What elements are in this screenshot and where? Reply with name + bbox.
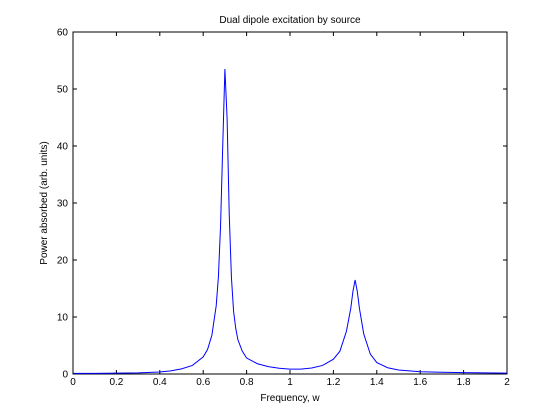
x-tick-label: 1: [287, 377, 293, 388]
y-tick-label: 50: [57, 85, 69, 96]
y-axis-label: Power absorbed (arb. units): [39, 141, 50, 264]
x-tick-label: 2: [504, 377, 510, 388]
y-tick-label: 30: [57, 199, 69, 210]
x-axis-label: Frequency, w: [260, 393, 320, 404]
y-tick-label: 60: [57, 28, 69, 39]
y-tick-label: 10: [57, 313, 69, 324]
x-tick-label: 1.6: [413, 377, 427, 388]
x-tick-label: 0: [70, 377, 76, 388]
x-tick-label: 1.8: [457, 377, 471, 388]
plot-area: [72, 31, 508, 375]
x-axis-ticks: 0 0.2 0.4 0.6 0.8 1 1.2 1.4 1.6 1.8 2: [70, 32, 510, 388]
x-tick-label: 1.4: [370, 377, 384, 388]
x-tick-label: 0.6: [196, 377, 210, 388]
series-line: [72, 69, 508, 374]
x-tick-label: 0.4: [153, 377, 167, 388]
y-axis-ticks: 0 10 20 30 40 50 60: [57, 28, 507, 381]
x-tick-label: 0.8: [240, 377, 254, 388]
x-tick-label: 1.2: [326, 377, 340, 388]
y-tick-label: 40: [57, 142, 69, 153]
y-tick-label: 0: [62, 370, 68, 381]
chart-title: Dual dipole excitation by source: [219, 15, 361, 26]
x-tick-label: 0.2: [109, 377, 123, 388]
y-tick-label: 20: [57, 256, 69, 267]
